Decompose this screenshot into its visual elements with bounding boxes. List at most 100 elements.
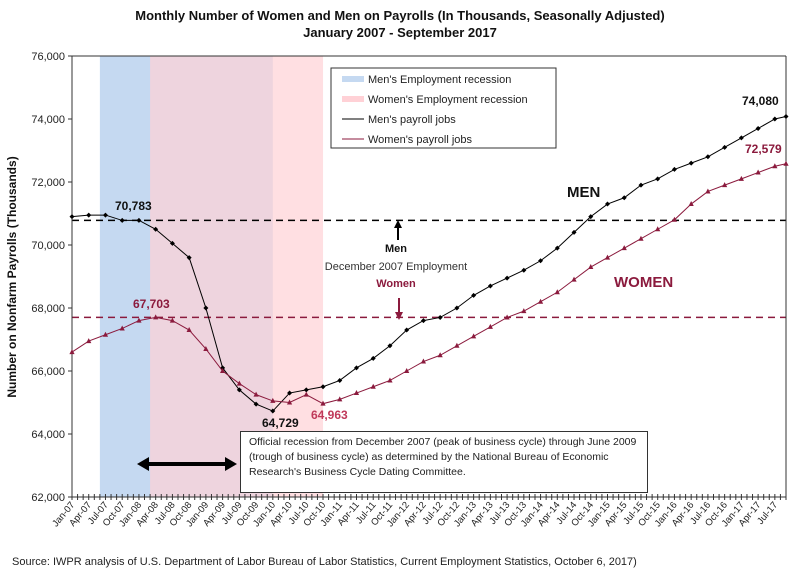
data-point-men bbox=[504, 275, 510, 281]
data-point-women bbox=[688, 201, 694, 207]
data-point-women bbox=[387, 377, 393, 383]
series-line-women bbox=[71, 163, 787, 405]
data-point-men bbox=[722, 144, 728, 150]
data-point-men bbox=[86, 212, 92, 218]
data-point-women bbox=[504, 314, 510, 320]
data-point-women bbox=[286, 399, 293, 405]
legend-swatch-women-recession bbox=[342, 96, 364, 102]
data-point-women bbox=[136, 317, 142, 323]
data-point-women bbox=[437, 352, 443, 358]
y-tick-label: 70,000 bbox=[31, 240, 65, 252]
data-point-men bbox=[772, 116, 778, 122]
ref-men-label: Men bbox=[385, 243, 407, 255]
men-ref-arrowhead bbox=[394, 220, 402, 228]
data-point-women bbox=[638, 235, 644, 241]
data-point-women bbox=[119, 325, 125, 331]
data-point-men bbox=[337, 377, 343, 383]
data-point-men bbox=[320, 384, 326, 390]
data-point-women bbox=[655, 226, 661, 232]
data-point-men bbox=[153, 226, 159, 232]
data-point-women bbox=[521, 308, 527, 314]
data-point-men bbox=[370, 355, 376, 361]
data-point-women bbox=[253, 391, 259, 397]
legend-women-recession: Women's Employment recession bbox=[368, 94, 528, 106]
source-note: Source: IWPR analysis of U.S. Department… bbox=[12, 556, 637, 568]
data-point-men bbox=[671, 166, 677, 172]
data-point-men bbox=[554, 245, 560, 251]
data-point-women bbox=[783, 160, 789, 166]
data-point-women bbox=[370, 383, 376, 389]
data-point-men bbox=[203, 305, 209, 311]
data-point-men bbox=[655, 176, 661, 182]
data-point-men bbox=[353, 365, 359, 371]
data-point-men bbox=[136, 217, 142, 223]
data-point-women bbox=[772, 163, 778, 169]
legend-men-jobs: Men's payroll jobs bbox=[368, 114, 456, 126]
data-point-women bbox=[471, 333, 477, 339]
data-point-women bbox=[738, 175, 744, 181]
chart-subtitle: January 2007 - September 2017 bbox=[303, 25, 497, 40]
data-point-women bbox=[337, 396, 343, 402]
data-point-women bbox=[537, 298, 544, 304]
chart-title: Monthly Number of Women and Men on Payro… bbox=[135, 8, 665, 23]
data-point-men bbox=[404, 327, 410, 333]
legend-swatch-men-recession bbox=[342, 76, 364, 82]
data-point-men bbox=[303, 387, 309, 393]
data-point-men bbox=[755, 125, 761, 131]
data-point-women bbox=[102, 331, 109, 337]
data-point-women bbox=[705, 188, 711, 194]
series-line-men bbox=[71, 115, 787, 412]
legend-men-recession: Men's Employment recession bbox=[368, 74, 511, 86]
data-point-women bbox=[320, 400, 326, 406]
data-point-men bbox=[571, 229, 577, 235]
data-point-women bbox=[203, 345, 209, 351]
women-series-label: WOMEN bbox=[614, 274, 673, 291]
data-point-women bbox=[404, 368, 410, 373]
data-point-women bbox=[621, 245, 627, 251]
women-ref-arrowhead bbox=[395, 312, 403, 320]
data-point-men bbox=[471, 292, 477, 298]
men-latest-label: 74,080 bbox=[742, 94, 779, 108]
men-trough-label: 64,729 bbox=[262, 416, 299, 430]
legend-women-jobs: Women's payroll jobs bbox=[368, 134, 472, 146]
data-point-women bbox=[69, 349, 75, 355]
data-point-women bbox=[554, 289, 560, 295]
data-point-men bbox=[588, 214, 594, 220]
legend: Men's Employment recession Women's Emplo… bbox=[330, 67, 557, 149]
data-point-men bbox=[186, 255, 192, 261]
ref-middle-label: December 2007 Employment bbox=[325, 261, 467, 273]
y-tick-label: 76,000 bbox=[31, 51, 65, 63]
men-peak-label: 70,783 bbox=[115, 199, 152, 213]
data-point-men bbox=[621, 195, 627, 201]
data-point-women bbox=[454, 342, 460, 348]
men-series-label: MEN bbox=[567, 184, 600, 201]
data-point-men bbox=[236, 387, 242, 393]
data-point-men bbox=[688, 160, 694, 166]
women-trough-label: 64,963 bbox=[311, 408, 348, 422]
y-tick-label: 62,000 bbox=[31, 492, 65, 504]
data-point-men bbox=[605, 201, 610, 207]
data-point-women bbox=[604, 254, 611, 260]
data-point-men bbox=[705, 154, 711, 160]
y-axis-label: Number on Nonfarm Payrolls (Thousands) bbox=[5, 156, 19, 397]
data-point-women bbox=[722, 182, 728, 188]
data-point-women bbox=[588, 264, 594, 270]
y-tick-label: 68,000 bbox=[31, 303, 65, 315]
data-point-men bbox=[454, 305, 460, 311]
data-point-women bbox=[571, 276, 577, 282]
data-point-women bbox=[186, 327, 192, 333]
data-point-men bbox=[119, 217, 125, 223]
data-point-women bbox=[671, 216, 678, 222]
data-point-men bbox=[521, 267, 527, 273]
ref-women-label: Women bbox=[376, 278, 416, 290]
data-point-men bbox=[638, 182, 644, 188]
women-peak-label: 67,703 bbox=[133, 297, 170, 311]
data-point-women bbox=[420, 358, 427, 364]
y-tick-label: 74,000 bbox=[31, 114, 65, 126]
data-point-women bbox=[169, 317, 176, 323]
data-point-women bbox=[353, 390, 360, 396]
data-point-women bbox=[220, 368, 226, 373]
data-point-women bbox=[755, 169, 761, 175]
data-point-men bbox=[387, 343, 393, 349]
